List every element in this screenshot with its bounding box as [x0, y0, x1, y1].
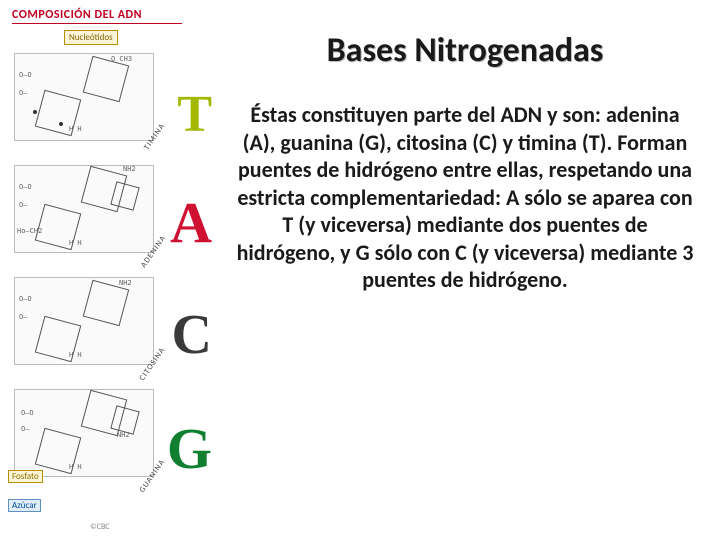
structure-box: O—O O— H H NH2 Ho—CH2 [14, 165, 154, 253]
slide-body: Éstas constituyen parte del ADN y son: a… [235, 101, 695, 294]
slide-title: Bases Nitrogenadas [327, 30, 604, 71]
structure-box: O—O O— H H NH2 [14, 277, 154, 365]
big-letter-t: T [177, 85, 212, 144]
nucleotide-block-a: O—O O— H H NH2 Ho—CH2 ADENINA A [4, 161, 216, 269]
big-letter-g: G [167, 415, 212, 482]
structure-box: O—O O— H H NH2 [14, 389, 154, 477]
slide-page: COMPOSICIÓN DEL ADN Nucleótidos O—O O— H… [0, 0, 720, 540]
diagram-credit: ©CBC [90, 522, 110, 532]
big-letter-a: A [170, 189, 212, 256]
diagram-header: COMPOSICIÓN DEL ADN [12, 8, 182, 24]
structure-box: O—O O— H H O CH3 [14, 53, 154, 141]
diagram-footer-labels: Fosfato Azúcar [8, 470, 43, 512]
diagram-subheader: Nucleótidos [64, 30, 118, 45]
fosfato-label: Fosfato [8, 470, 43, 483]
nucleotide-block-t: O—O O— H H O CH3 TIMINA T [4, 49, 216, 157]
dna-diagram: COMPOSICIÓN DEL ADN Nucleótidos O—O O— H… [0, 0, 220, 540]
text-column: Bases Nitrogenadas Éstas constituyen par… [220, 0, 720, 540]
big-letter-c: C [172, 303, 212, 367]
nucleotide-block-c: O—O O— H H NH2 CITOSINA C [4, 273, 216, 381]
azucar-label: Azúcar [8, 499, 41, 512]
